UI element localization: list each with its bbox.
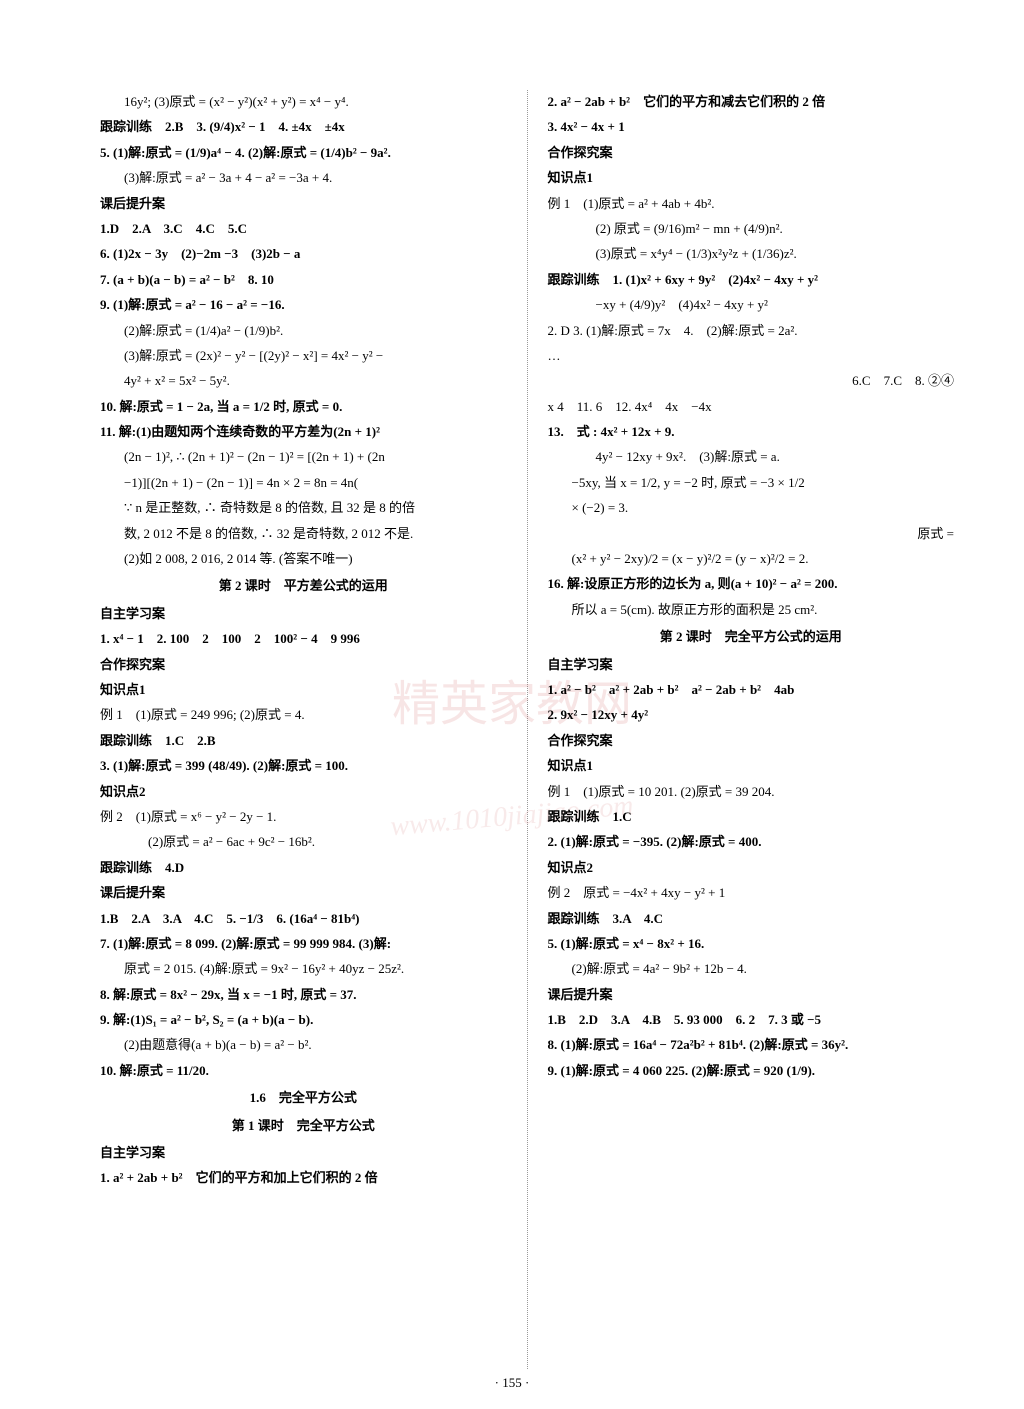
text-line: 知识点1 [548, 754, 955, 777]
text-line: −xy + (4/9)y² (4)4x² − 4xy + y² [548, 293, 955, 316]
section-title: 1.6 完全平方公式 [100, 1086, 507, 1109]
text-line: x 4 11. 6 12. 4x⁴ 4x −4x [548, 395, 955, 418]
text-line: (2) 原式 = (9/16)m² − mn + (4/9)n². [548, 217, 955, 240]
text-line: … [548, 344, 955, 367]
text-line: 9. (1)解:原式 = a² − 16 − a² = −16. [100, 293, 507, 316]
text-line: 所以 a = 5(cm). 故原正方形的面积是 25 cm². [548, 598, 955, 621]
section-heading: 课后提升案 [548, 983, 955, 1006]
text-line: 9. (1)解:原式 = 4 060 225. (2)解:原式 = 920 (1… [548, 1059, 955, 1082]
text-line: 知识点2 [548, 856, 955, 879]
section-heading: 合作探究案 [548, 141, 955, 164]
text-line: × (−2) = 3. [548, 496, 955, 519]
text-line: ∵ n 是正整数, ∴ 奇特数是 8 的倍数, 且 32 是 8 的倍 [100, 496, 507, 519]
section-heading: 自主学习案 [548, 653, 955, 676]
text-line: 原式 = [548, 522, 955, 545]
text-line: 6.C 7.C 8. ②④ [548, 369, 955, 392]
text-line: 3. (1)解:原式 = 399 (48/49). (2)解:原式 = 100. [100, 754, 507, 777]
text-line: 2. a² − 2ab + b² 它们的平方和减去它们积的 2 倍 [548, 90, 955, 113]
text-line: 16. 解:设原正方形的边长为 a, 则(a + 10)² − a² = 200… [548, 572, 955, 595]
text-line: 13. 式 : 4x² + 12x + 9. [548, 420, 955, 443]
text-line: −5xy, 当 x = 1/2, y = −2 时, 原式 = −3 × 1/2 [548, 471, 955, 494]
text-line: 数, 2 012 不是 8 的倍数, ∴ 32 是奇特数, 2 012 不是. [100, 522, 507, 545]
text-line: 2. D 3. (1)解:原式 = 7x 4. (2)解:原式 = 2a². [548, 319, 955, 342]
text-line: 7. (a + b)(a − b) = a² − b² 8. 10 [100, 268, 507, 291]
text-line: 跟踪训练 1. (1)x² + 6xy + 9y² (2)4x² − 4xy +… [548, 268, 955, 291]
text-line: 跟踪训练 1.C [548, 805, 955, 828]
section-title: 第 1 课时 完全平方公式 [100, 1114, 507, 1137]
text-line: 16y²; (3)原式 = (x² − y²)(x² + y²) = x⁴ − … [100, 90, 507, 113]
text-line: 1. a² − b² a² + 2ab + b² a² − 2ab + b² 4… [548, 678, 955, 701]
column-divider [527, 90, 528, 1369]
section-heading: 课后提升案 [100, 881, 507, 904]
text-line: (2)原式 = a² − 6ac + 9c² − 16b². [100, 830, 507, 853]
text-line: 6. (1)2x − 3y (2)−2m −3 (3)2b − a [100, 242, 507, 265]
text-line: 1. a² + 2ab + b² 它们的平方和加上它们积的 2 倍 [100, 1166, 507, 1189]
text-line: 例 1 (1)原式 = 249 996; (2)原式 = 4. [100, 703, 507, 726]
text-line: (2)解:原式 = 4a² − 9b² + 12b − 4. [548, 957, 955, 980]
text-line: 8. 解:原式 = 8x² − 29x, 当 x = −1 时, 原式 = 37… [100, 983, 507, 1006]
section-heading: 自主学习案 [100, 602, 507, 625]
text-line: 8. (1)解:原式 = 16a⁴ − 72a²b² + 81b⁴. (2)解:… [548, 1033, 955, 1056]
text-line: (2n − 1)², ∴ (2n + 1)² − (2n − 1)² = [(2… [100, 445, 507, 468]
text-line: (x² + y² − 2xy)/2 = (x − y)²/2 = (y − x)… [548, 547, 955, 570]
text-line: 跟踪训练 2.B 3. (9/4)x² − 1 4. ±4x ±4x [100, 115, 507, 138]
text-line: 知识点2 [100, 780, 507, 803]
text-line: 5. (1)解:原式 = (1/9)a⁴ − 4. (2)解:原式 = (1/4… [100, 141, 507, 164]
text-line: 3. 4x² − 4x + 1 [548, 115, 955, 138]
text-line: 知识点1 [548, 166, 955, 189]
text-line: 跟踪训练 1.C 2.B [100, 729, 507, 752]
section-heading: 合作探究案 [548, 729, 955, 752]
text-line: 例 2 (1)原式 = x⁶ − y² − 2y − 1. [100, 805, 507, 828]
text-line: (2)由题意得(a + b)(a − b) = a² − b². [100, 1033, 507, 1056]
section-title: 第 2 课时 平方差公式的运用 [100, 574, 507, 597]
text-line: 5. (1)解:原式 = x⁴ − 8x² + 16. [548, 932, 955, 955]
text-line: 4y² − 12xy + 9x². (3)解:原式 = a. [548, 445, 955, 468]
text-line: 1. x⁴ − 1 2. 100 2 100 2 100² − 4 9 996 [100, 627, 507, 650]
text-line: 1.B 2.D 3.A 4.B 5. 93 000 6. 2 7. 3 或 −5 [548, 1008, 955, 1031]
section-heading: 自主学习案 [100, 1141, 507, 1164]
left-column: 16y²; (3)原式 = (x² − y²)(x² + y²) = x⁴ − … [100, 90, 507, 1369]
text-line: 11. 解:(1)由题知两个连续奇数的平方差为(2n + 1)² [100, 420, 507, 443]
page-number: · 155 · [495, 1371, 530, 1394]
text-line: 例 2 原式 = −4x² + 4xy − y² + 1 [548, 881, 955, 904]
text-line: 跟踪训练 4.D [100, 856, 507, 879]
section-title: 第 2 课时 完全平方公式的运用 [548, 625, 955, 648]
text-line: (3)解:原式 = (2x)² − y² − [(2y)² − x²] = 4x… [100, 344, 507, 367]
section-heading: 课后提升案 [100, 192, 507, 215]
text-line: 10. 解:原式 = 11/20. [100, 1059, 507, 1082]
text-line: (3)解:原式 = a² − 3a + 4 − a² = −3a + 4. [100, 166, 507, 189]
text-line: 1.D 2.A 3.C 4.C 5.C [100, 217, 507, 240]
page-container: 16y²; (3)原式 = (x² − y²)(x² + y²) = x⁴ − … [100, 90, 954, 1369]
text-line: 跟踪训练 3.A 4.C [548, 907, 955, 930]
text-line: 原式 = 2 015. (4)解:原式 = 9x² − 16y² + 40yz … [100, 957, 507, 980]
text-line: −1)][(2n + 1) − (2n − 1)] = 4n × 2 = 8n … [100, 471, 507, 494]
text-line: 知识点1 [100, 678, 507, 701]
text-line: 10. 解:原式 = 1 − 2a, 当 a = 1/2 时, 原式 = 0. [100, 395, 507, 418]
text-line: 例 1 (1)原式 = a² + 4ab + 4b². [548, 192, 955, 215]
text-line: 4y² + x² = 5x² − 5y². [100, 369, 507, 392]
section-heading: 合作探究案 [100, 653, 507, 676]
text-line: (2)如 2 008, 2 016, 2 014 等. (答案不唯一) [100, 547, 507, 570]
text-line: (3)原式 = x⁴y⁴ − (1/3)x²y²z + (1/36)z². [548, 242, 955, 265]
text-line: 2. (1)解:原式 = −395. (2)解:原式 = 400. [548, 830, 955, 853]
text-line: 2. 9x² − 12xy + 4y² [548, 703, 955, 726]
text-line: 例 1 (1)原式 = 10 201. (2)原式 = 39 204. [548, 780, 955, 803]
right-column: 2. a² − 2ab + b² 它们的平方和减去它们积的 2 倍 3. 4x²… [548, 90, 955, 1369]
text-line: 1.B 2.A 3.A 4.C 5. −1/3 6. (16a⁴ − 81b⁴) [100, 907, 507, 930]
text-line: (2)解:原式 = (1/4)a² − (1/9)b². [100, 319, 507, 342]
text-line: 7. (1)解:原式 = 8 099. (2)解:原式 = 99 999 984… [100, 932, 507, 955]
text-line: 9. 解:(1)S₁ = a² − b², S₂ = (a + b)(a − b… [100, 1008, 507, 1031]
